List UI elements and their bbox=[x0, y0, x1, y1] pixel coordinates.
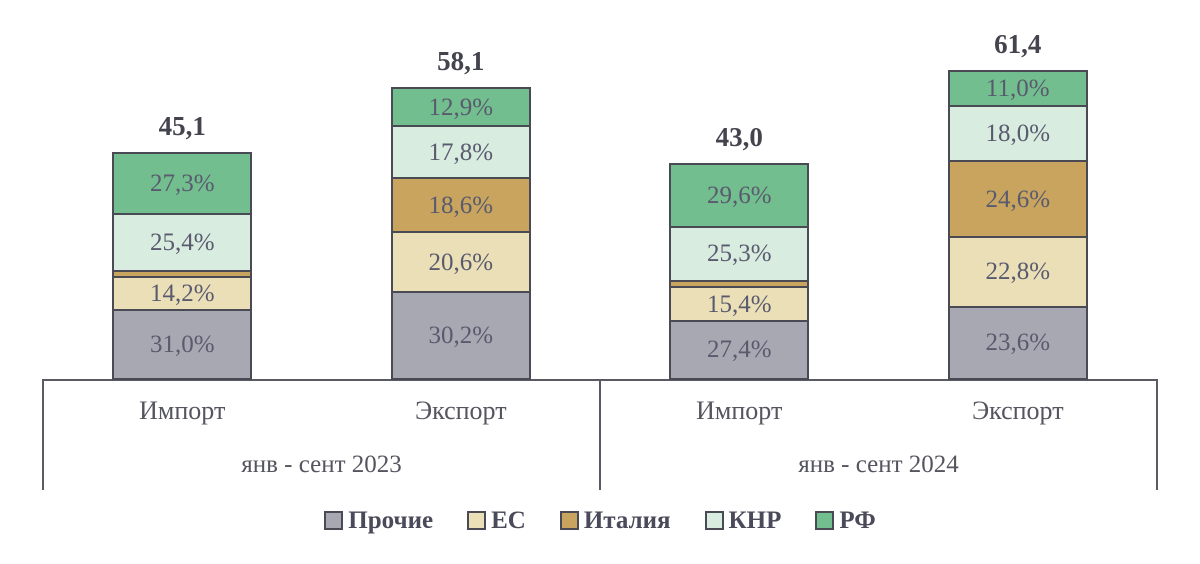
category-label-экспорт: Экспорт bbox=[971, 396, 1064, 425]
category-label-импорт: Импорт bbox=[139, 396, 226, 425]
bar-segment-италия: 24,6% bbox=[949, 160, 1086, 236]
segment-value-label: 25,3% bbox=[706, 240, 772, 268]
segment-value-label: 30,2% bbox=[428, 322, 494, 350]
bar-segment-ес: 22,8% bbox=[949, 235, 1086, 306]
bar-segment-ес: 14,2% bbox=[114, 276, 251, 310]
legend-label: ЕС bbox=[491, 507, 526, 534]
category-label-экспорт: Экспорт bbox=[414, 396, 507, 425]
segment-value-label: 24,6% bbox=[985, 185, 1051, 213]
axis-separator bbox=[42, 380, 44, 490]
group-label-1: янв - сент 2024 bbox=[798, 451, 959, 478]
segment-value-label: 31,0% bbox=[149, 331, 215, 358]
legend-swatch-icon bbox=[559, 511, 579, 530]
group-label-0: янв - сент 2023 bbox=[241, 451, 402, 478]
segment-value-label: 14,2% bbox=[149, 280, 215, 308]
segment-value-label: 27,3% bbox=[149, 169, 215, 197]
legend-item-кнр: КНР bbox=[704, 507, 782, 534]
axis-separator bbox=[1156, 380, 1158, 490]
legend-label: РФ bbox=[839, 507, 876, 534]
legend-label: КНР bbox=[728, 507, 782, 534]
bar-segment-прочие: 31,0% bbox=[114, 309, 251, 378]
axis-separator bbox=[599, 380, 601, 490]
segment-value-label: 17,8% bbox=[428, 138, 494, 166]
bar-segment-рф: 29,6% bbox=[671, 165, 808, 226]
legend-swatch-icon bbox=[815, 511, 835, 530]
bar-segment-кнр: 17,8% bbox=[392, 125, 529, 178]
segment-value-label: 11,0% bbox=[985, 74, 1050, 102]
segment-value-label: 15,4% bbox=[706, 290, 772, 318]
segment-value-label: 12,9% bbox=[428, 93, 494, 121]
legend-label: Италия bbox=[583, 507, 671, 534]
bar-segment-рф: 27,3% bbox=[114, 154, 251, 213]
bar-segment-кнр: 18,0% bbox=[949, 104, 1086, 161]
bar-segment-италия bbox=[114, 269, 251, 277]
bar-segment-прочие: 27,4% bbox=[671, 319, 808, 378]
segment-value-label: 18,6% bbox=[428, 191, 494, 219]
legend-item-ес: ЕС bbox=[467, 508, 526, 533]
segment-value-label: 18,0% bbox=[985, 120, 1051, 148]
segment-value-label: 20,6% bbox=[428, 248, 494, 276]
bar-total-label: 45,1 bbox=[158, 111, 206, 141]
segment-value-label: 25,4% bbox=[149, 228, 215, 256]
segment-value-label: 29,6% bbox=[706, 181, 772, 209]
segment-value-label: 27,4% bbox=[706, 336, 772, 364]
stacked-bar-экспорт-2024: 11,0% 18,0% 24,6% 22,8% 23,6% bbox=[947, 70, 1088, 380]
legend-swatch-icon bbox=[467, 511, 487, 530]
bar-segment-рф: 12,9% bbox=[392, 89, 529, 126]
bar-total-label: 61,4 bbox=[994, 29, 1042, 59]
bar-total-label: 58,1 bbox=[437, 46, 485, 76]
bar-segment-прочие: 23,6% bbox=[949, 305, 1086, 378]
stacked-bar-импорт-2023: 27,3% 25,4% 14,2% 31,0% bbox=[112, 152, 253, 380]
legend-label: Прочие bbox=[348, 507, 434, 534]
bar-segment-ес: 15,4% bbox=[671, 286, 808, 320]
segment-value-label: 22,8% bbox=[985, 258, 1051, 286]
legend-swatch-icon bbox=[704, 511, 724, 530]
legend-item-прочие: Прочие bbox=[324, 508, 433, 533]
stacked-bar-импорт-2024: 29,6% 25,3% 15,4% 27,4% bbox=[669, 163, 810, 380]
legend-item-италия: Италия bbox=[559, 507, 671, 534]
legend-item-рф: РФ bbox=[815, 507, 876, 534]
bar-segment-италия: 18,6% bbox=[392, 177, 529, 232]
legend-swatch-icon bbox=[324, 511, 344, 530]
bar-segment-италия bbox=[671, 279, 808, 287]
category-label-импорт: Импорт bbox=[696, 396, 783, 425]
legend: Прочие ЕС Италия КНР РФ bbox=[0, 508, 1200, 533]
stacked-bar-экспорт-2023: 12,9% 17,8% 18,6% 20,6% 30,2% bbox=[390, 87, 531, 380]
bar-segment-прочие: 30,2% bbox=[392, 291, 529, 379]
bar-segment-кнр: 25,3% bbox=[671, 225, 808, 280]
bar-total-label: 43,0 bbox=[715, 122, 763, 152]
segment-value-label: 23,6% bbox=[985, 329, 1051, 357]
bar-segment-ес: 20,6% bbox=[392, 231, 529, 292]
bar-segment-рф: 11,0% bbox=[949, 72, 1086, 105]
bar-segment-кнр: 25,4% bbox=[114, 212, 251, 270]
